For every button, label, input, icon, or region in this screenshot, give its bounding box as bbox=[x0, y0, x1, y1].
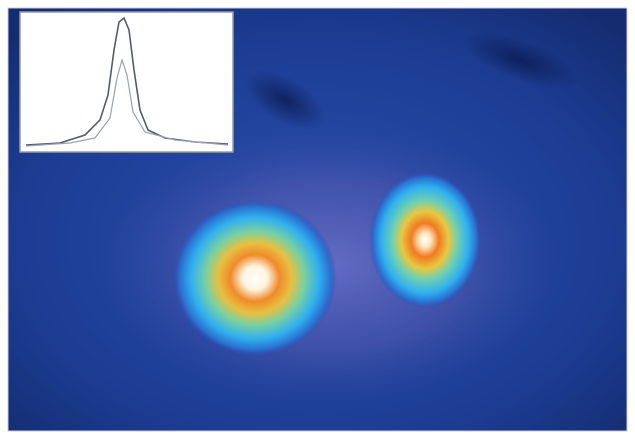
bright-spot bbox=[173, 200, 337, 356]
page: (() => { const data = JSON.parse(documen… bbox=[0, 0, 635, 439]
bright-spot bbox=[369, 172, 481, 308]
inset-profile bbox=[20, 12, 233, 152]
inset-panel bbox=[20, 12, 233, 152]
intensity-image bbox=[0, 0, 635, 439]
